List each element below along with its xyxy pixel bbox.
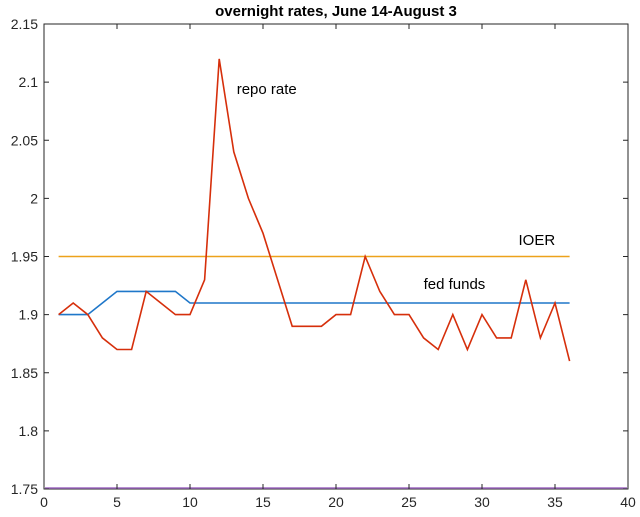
x-tick-label: 15	[255, 494, 271, 510]
series-line-fed-funds	[58, 290, 570, 316]
x-tick-label: 0	[40, 494, 48, 510]
y-tick-label: 1.85	[11, 365, 38, 381]
y-tick-label: 2.15	[11, 16, 38, 32]
series-line-repo-rate	[58, 58, 571, 362]
x-ticks: 0 5 10 15 20 25 30 35 40	[40, 24, 636, 510]
plot-series	[58, 58, 571, 362]
x-tick-label: 40	[620, 494, 636, 510]
y-tick-label: 1.9	[19, 307, 39, 323]
y-tick-label: 1.75	[11, 481, 38, 497]
y-tick-label: 2.1	[19, 74, 39, 90]
y-tick-label: 1.95	[11, 249, 38, 265]
y-ticks: 1.75 1.8 1.85 1.9 1.95 2 2.05 2.1 2.15	[11, 16, 628, 497]
x-tick-label: 30	[474, 494, 490, 510]
y-tick-label: 2	[30, 190, 38, 206]
x-tick-label: 25	[401, 494, 417, 510]
x-tick-label: 20	[328, 494, 344, 510]
x-tick-label: 5	[113, 494, 121, 510]
annotations: repo rate IOER fed funds	[237, 81, 556, 293]
y-tick-label: 2.05	[11, 132, 38, 148]
annotation-fed-funds: fed funds	[424, 276, 486, 293]
chart-title: overnight rates, June 14-August 3	[215, 3, 457, 20]
x-tick-label: 10	[182, 494, 198, 510]
y-tick-label: 1.8	[19, 423, 39, 439]
x-tick-label: 35	[547, 494, 563, 510]
annotation-ioer: IOER	[519, 232, 556, 249]
annotation-repo-rate: repo rate	[237, 81, 297, 98]
